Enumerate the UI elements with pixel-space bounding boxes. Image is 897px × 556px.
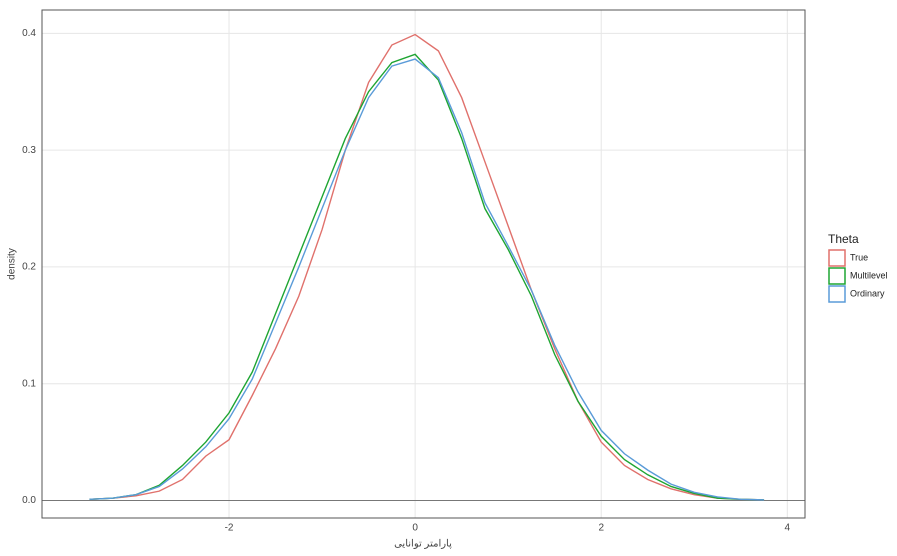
legend-key xyxy=(829,268,845,284)
y-tick-label: 0.2 xyxy=(22,262,36,273)
legend-title: Theta xyxy=(828,232,859,246)
y-tick-label: 0.4 xyxy=(22,28,36,39)
x-tick-label: -2 xyxy=(225,523,234,534)
legend-label: Ordinary xyxy=(850,288,885,298)
legend-label: True xyxy=(850,252,868,262)
y-tick-label: 0.0 xyxy=(22,495,36,506)
x-tick-label: 2 xyxy=(598,523,604,534)
x-tick-label: 4 xyxy=(785,523,791,534)
panel xyxy=(42,10,805,518)
legend-key xyxy=(829,250,845,266)
x-tick-label: 0 xyxy=(412,523,418,534)
y-tick-label: 0.3 xyxy=(22,145,36,156)
y-axis-title: density xyxy=(7,248,18,280)
legend-key xyxy=(829,286,845,302)
x-axis-title: پارامتر توانایی xyxy=(394,539,452,550)
y-tick-label: 0.1 xyxy=(22,378,36,389)
chart: پارامتر توانایی density Theta 0.0 0.1 0.2 0… xyxy=(0,0,897,551)
legend-label: Multilevel xyxy=(850,270,888,280)
